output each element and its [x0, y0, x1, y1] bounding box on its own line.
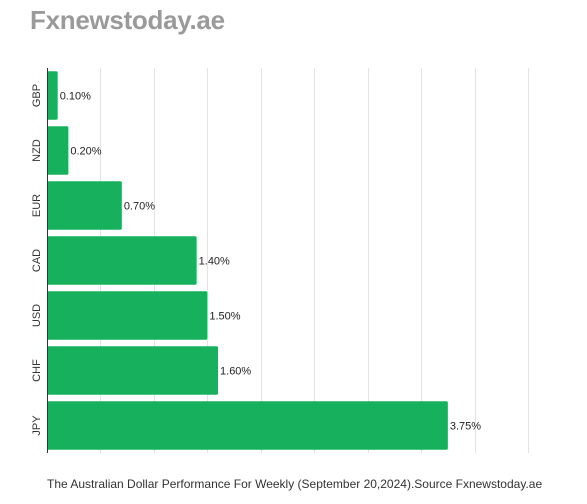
bar-chf — [47, 346, 219, 395]
data-label: 0.10% — [60, 91, 91, 103]
category-tick-label: CHF — [31, 359, 43, 382]
bar-usd — [47, 291, 208, 340]
bar-eur — [47, 181, 122, 230]
category-tick-label: USD — [31, 304, 43, 327]
bar-cad — [47, 236, 197, 285]
data-label: 1.60% — [220, 366, 251, 378]
category-tick-label: EUR — [31, 194, 43, 217]
bar-jpy — [47, 401, 448, 450]
category-tick-label: GBP — [31, 84, 43, 107]
data-label: 0.70% — [124, 201, 155, 213]
data-label: 1.50% — [209, 311, 240, 323]
category-tick-label: CAD — [31, 249, 43, 272]
data-label: 3.75% — [450, 421, 481, 433]
chart-caption: The Australian Dollar Performance For We… — [47, 477, 543, 491]
category-tick-label: NZD — [31, 139, 43, 162]
data-label: 1.40% — [199, 256, 230, 268]
category-tick-label: JPY — [31, 415, 43, 436]
bar-gbp — [47, 71, 58, 120]
brand-title: Fxnewstoday.ae — [30, 5, 225, 35]
bar-nzd — [47, 126, 69, 175]
data-label: 0.20% — [70, 146, 101, 158]
